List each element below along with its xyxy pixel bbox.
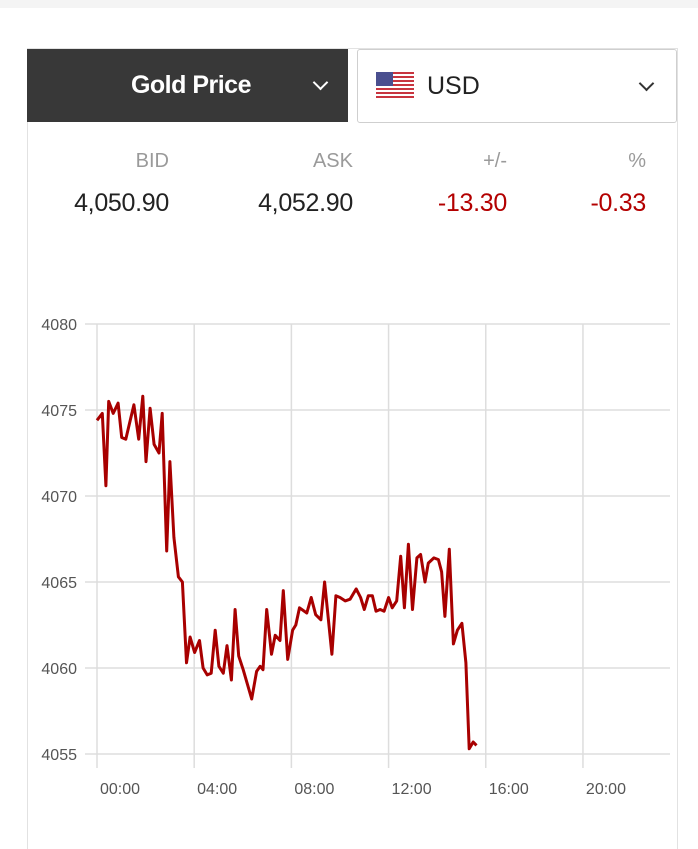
ask-column: ASK 4,052.90: [193, 150, 353, 218]
change-value: -13.30: [437, 189, 507, 217]
bid-value: 4,050.90: [74, 189, 169, 217]
x-tick-label: 16:00: [489, 781, 529, 798]
y-tick-label: 4080: [41, 317, 77, 334]
metal-selector[interactable]: Gold Price: [27, 49, 348, 122]
x-tick-label: 04:00: [197, 781, 237, 798]
top-bar: [0, 0, 698, 8]
y-tick-label: 4065: [41, 575, 77, 592]
bid-header: BID: [135, 150, 169, 172]
gold-price-widget: [27, 48, 678, 849]
x-tick-label: 00:00: [100, 781, 140, 798]
y-tick-label: 4055: [41, 747, 77, 764]
bid-column: BID 4,050.90: [9, 150, 169, 218]
currency-selector-label: USD: [427, 72, 480, 100]
metal-selector-label: Gold Price: [130, 71, 252, 99]
ask-header: ASK: [312, 150, 353, 172]
currency-selector[interactable]: USD: [357, 49, 677, 123]
percent-value: -0.33: [590, 189, 647, 217]
price-chart: 4055 4060 4065 4070 4075 4080 00:00 04:00 08:00 1…: [41, 317, 670, 798]
x-tick-label: 12:00: [392, 781, 432, 798]
x-tick-label: 08:00: [294, 781, 334, 798]
ask-value: 4,052.90: [258, 189, 353, 217]
price-line: [95, 394, 478, 751]
x-tick-label: 20:00: [586, 781, 626, 798]
change-header: +/-: [483, 150, 507, 172]
percent-column: % -0.33: [486, 150, 647, 218]
y-tick-label: 4060: [41, 661, 77, 678]
us-flag-icon: [376, 72, 414, 98]
y-tick-label: 4075: [41, 403, 77, 420]
y-tick-label: 4070: [41, 489, 77, 506]
percent-header: %: [628, 150, 646, 172]
change-column: +/- -13.30: [347, 150, 507, 218]
